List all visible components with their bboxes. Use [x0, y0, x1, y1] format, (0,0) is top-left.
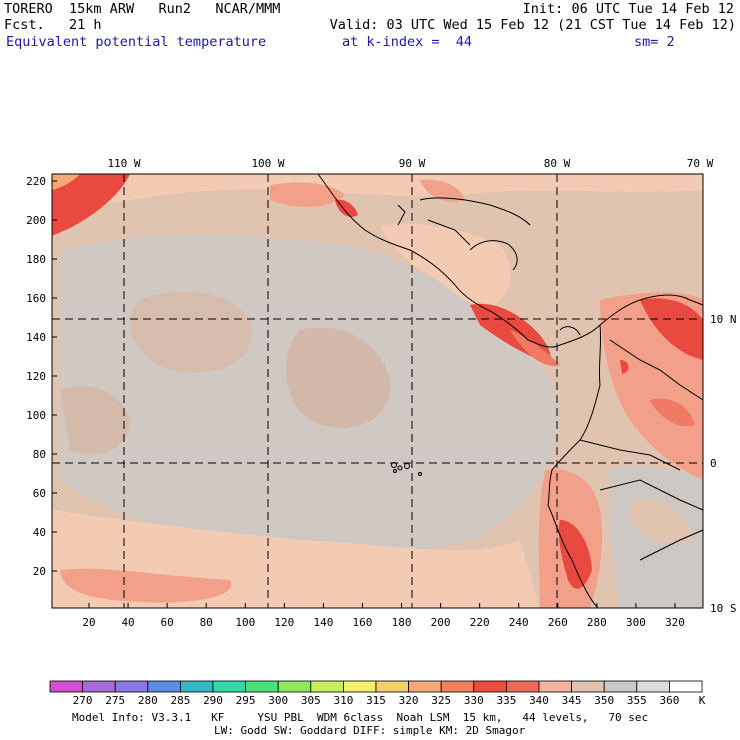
- field-shading: [52, 174, 703, 608]
- colorbar-swatch: [473, 680, 507, 693]
- smoothing-info: sm= 2: [634, 34, 675, 50]
- colorbar-label: 350: [594, 694, 615, 707]
- colorbar-label: 320: [398, 694, 419, 707]
- x-tick-label: 240: [509, 616, 529, 629]
- colorbar-label: 310: [333, 694, 354, 707]
- colorbar-label: 315: [366, 694, 386, 707]
- colorbar-swatch: [538, 680, 572, 693]
- colorbar: [49, 680, 703, 693]
- colorbar-label: 270: [72, 694, 93, 707]
- colorbar-unit: K: [698, 694, 706, 707]
- colorbar-swatch: [440, 680, 475, 693]
- colorbar-label: 335: [496, 694, 517, 707]
- y-tick-label: 140: [26, 331, 46, 344]
- y-tick-label: 80: [33, 448, 46, 461]
- colorbar-label: 280: [137, 694, 158, 707]
- x-tick-label: 320: [665, 616, 685, 629]
- coastlines: [317, 173, 704, 609]
- colorbar-swatch: [114, 680, 149, 693]
- lon-label-80w: 80 W: [544, 157, 571, 170]
- colorbar-swatch: [505, 680, 540, 693]
- x-tick-label: 180: [392, 616, 412, 629]
- colorbar-label: 275: [105, 694, 126, 707]
- x-tick-label: 160: [353, 616, 373, 629]
- forecast-hour: Fcst. 21 h: [4, 18, 102, 33]
- y-tick-label: 160: [26, 292, 46, 305]
- y-tick-label: 180: [26, 253, 46, 266]
- colorbar-swatch: [310, 680, 344, 693]
- fcst-value: 21 h: [69, 17, 102, 33]
- colorbar-label: 290: [203, 694, 223, 707]
- colorbar-swatch: [277, 680, 312, 693]
- run-name: Run2: [158, 1, 191, 17]
- colorbar-swatch: [603, 680, 638, 693]
- colorbar-label: 325: [431, 694, 452, 707]
- colorbar-swatch: [571, 680, 605, 693]
- x-tick-label: 220: [470, 616, 490, 629]
- x-tick-label: 280: [587, 616, 607, 629]
- graticule: [52, 174, 703, 608]
- lat-label-0: 0: [710, 457, 717, 470]
- x-tick-label: 40: [121, 616, 134, 629]
- colorbar-label: 305: [300, 694, 321, 707]
- x-tick-label: 140: [313, 616, 333, 629]
- colorbar-swatch: [669, 680, 703, 693]
- colorbar-swatch: [147, 680, 181, 693]
- y-tick-label: 220: [26, 175, 46, 188]
- colorbar-swatch: [179, 680, 214, 693]
- header-line1-left: TORERO 15km ARW Run2 NCAR/MMM: [4, 2, 280, 17]
- y-axis: 20 40 60 80 100 120 140 160 180 200 220: [26, 175, 57, 578]
- field-name: Equivalent potential temperature: [6, 34, 267, 50]
- lon-label-100w: 100 W: [251, 157, 284, 170]
- y-tick-label: 60: [33, 487, 46, 500]
- colorbar-swatch: [342, 680, 377, 693]
- model-info-line: Model Info: V3.3.1 KF YSU PBL WDM 6class…: [72, 711, 649, 724]
- lat-label-10n: 10 N: [710, 313, 737, 326]
- colorbar-label: 300: [268, 694, 289, 707]
- lon-label-70w: 70 W: [687, 157, 714, 170]
- colorbar-swatch: [49, 680, 83, 693]
- lon-label-90w: 90 W: [399, 157, 426, 170]
- colorbar-label: 345: [561, 694, 582, 707]
- y-tick-label: 20: [33, 565, 46, 578]
- colorbar-label: 355: [626, 694, 647, 707]
- colorbar-label: 285: [170, 694, 191, 707]
- x-tick-label: 80: [200, 616, 213, 629]
- physics-info-line: LW: Godd SW: Goddard DIFF: simple KM: 2D…: [214, 724, 526, 737]
- colorbar-label: 360: [659, 694, 680, 707]
- init-time: Init: 06 UTC Tue 14 Feb 12: [522, 1, 734, 17]
- level-info: at k-index = 44: [342, 34, 473, 50]
- y-tick-label: 120: [26, 370, 46, 383]
- valid-time: Valid: 03 UTC Wed 15 Feb 12 (21 CST Tue …: [329, 17, 736, 33]
- x-tick-label: 100: [235, 616, 255, 629]
- colorbar-swatch: [375, 680, 409, 693]
- x-tick-label: 200: [431, 616, 451, 629]
- x-axis: 20 40 60 80 100 120 140 160 180 200 220 240 260 280 30…: [82, 603, 685, 629]
- x-tick-label: 20: [82, 616, 95, 629]
- x-tick-label: 300: [626, 616, 646, 629]
- model-name: TORERO: [4, 1, 53, 17]
- fcst-label: Fcst.: [4, 17, 45, 33]
- y-tick-label: 100: [26, 409, 46, 422]
- y-tick-label: 200: [26, 214, 46, 227]
- colorbar-label: 295: [235, 694, 256, 707]
- colorbar-label: 340: [529, 694, 549, 707]
- x-tick-label: 120: [274, 616, 294, 629]
- colorbar-swatch: [212, 680, 246, 693]
- y-tick-label: 40: [33, 526, 46, 539]
- org-name: NCAR/MMM: [215, 1, 281, 17]
- colorbar-label: 330: [463, 694, 484, 707]
- x-tick-label: 260: [548, 616, 568, 629]
- lat-label-10s: 10 S: [710, 602, 737, 615]
- colorbar-swatch: [245, 680, 279, 693]
- colorbar-swatch: [82, 680, 116, 693]
- map-frame: [51, 173, 704, 609]
- model-resolution: 15km ARW: [69, 1, 135, 17]
- x-tick-label: 60: [161, 616, 174, 629]
- lon-label-110w: 110 W: [107, 157, 140, 170]
- colorbar-swatch: [408, 680, 442, 693]
- colorbar-swatch: [636, 680, 670, 693]
